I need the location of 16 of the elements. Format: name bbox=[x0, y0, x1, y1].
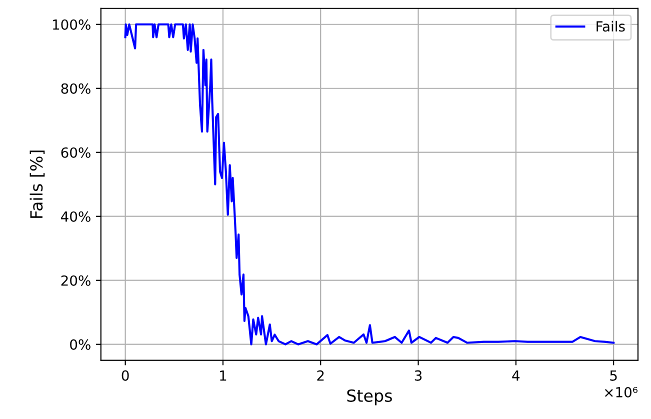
x-tick-label: 0 bbox=[122, 370, 129, 381]
y-tick-label: 0% bbox=[70, 339, 90, 350]
x-tick-label: 4 bbox=[512, 370, 520, 381]
x-tick-label: 2 bbox=[317, 370, 324, 381]
x-tick-label: 1 bbox=[220, 370, 226, 381]
y-tick-label: 60% bbox=[61, 147, 90, 158]
x-axis-title: Steps bbox=[347, 389, 392, 406]
text: ×10⁶ bbox=[605, 386, 638, 398]
y-tick-label: 40% bbox=[60, 211, 90, 222]
x-tick-label: 3 bbox=[414, 370, 422, 381]
legend-label: Fails bbox=[596, 20, 625, 32]
y-tick-label: 20% bbox=[61, 275, 90, 286]
y-tick-label: 100% bbox=[53, 19, 90, 30]
x-tick-label: 5 bbox=[610, 370, 617, 381]
y-tick-label: 80% bbox=[61, 83, 90, 94]
y-axis-title: Fails [%] bbox=[30, 150, 45, 218]
